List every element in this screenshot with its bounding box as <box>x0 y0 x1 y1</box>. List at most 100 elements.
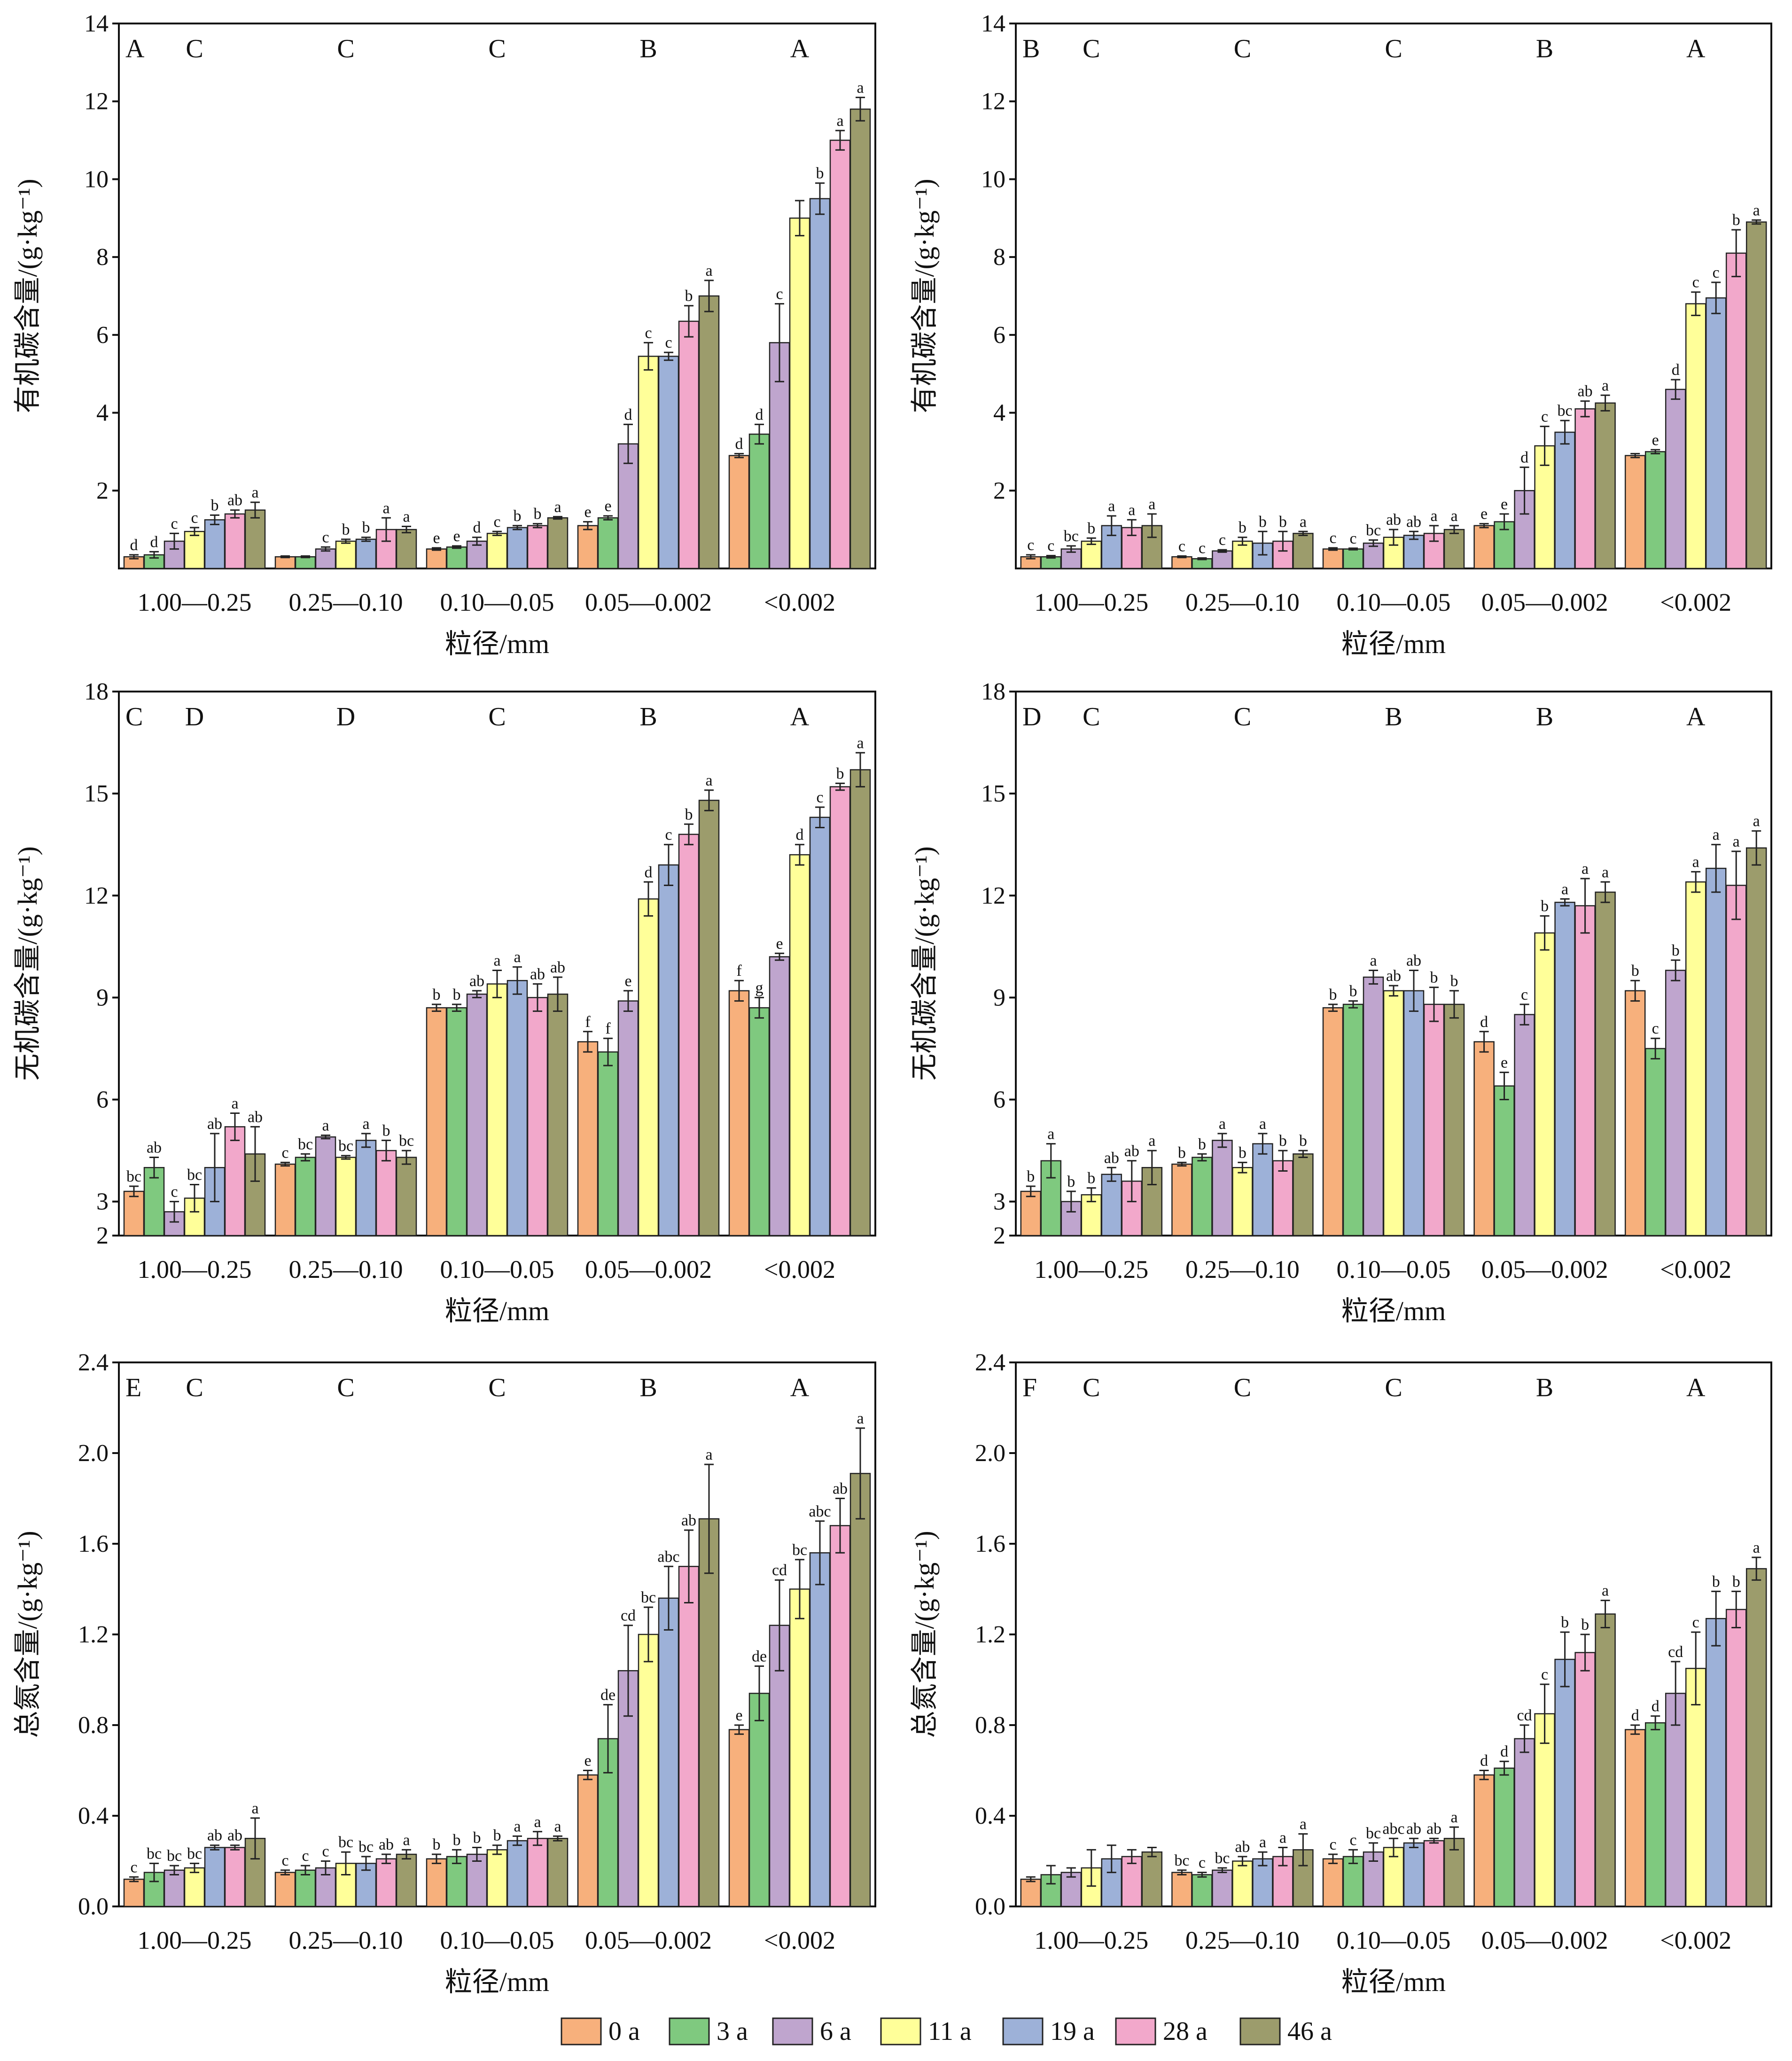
significance-label: c <box>665 826 672 844</box>
bar-28a-3 <box>1574 905 1596 1237</box>
x-tick-label: <0.002 <box>1660 1926 1731 1954</box>
bar-46a-2 <box>1443 529 1465 569</box>
bar-0a-4 <box>1624 1729 1646 1907</box>
significance-label: b <box>685 806 693 823</box>
significance-label: a <box>1108 498 1115 515</box>
y-axis-label: 总氮含量/(g·kg⁻¹) <box>909 1531 940 1738</box>
x-tick-label: 0.10—0.05 <box>1337 1926 1451 1954</box>
y-axis-label: 总氮含量/(g·kg⁻¹) <box>12 1531 43 1738</box>
legend-swatch-0a <box>561 2017 602 2045</box>
significance-label: ab <box>1406 513 1421 530</box>
significance-label: f <box>736 962 742 980</box>
bar-28a-0 <box>224 513 246 569</box>
significance-label: b <box>1561 1614 1569 1631</box>
significance-label: a <box>1692 854 1699 871</box>
x-tick-label: <0.002 <box>764 1926 835 1954</box>
significance-label: d <box>150 533 158 551</box>
significance-label: a <box>1753 1539 1760 1556</box>
bar-19a-3 <box>658 864 679 1237</box>
significance-label: c <box>645 324 652 342</box>
significance-label: bc <box>641 1589 656 1606</box>
significance-label: ab <box>1386 967 1401 985</box>
significance-label: cd <box>772 1562 787 1579</box>
legend-swatch-3a <box>669 2017 710 2045</box>
bar-3a-3 <box>1494 1767 1515 1907</box>
bar-3a-1 <box>1192 1157 1213 1237</box>
x-tick-label: 0.05—0.002 <box>585 588 712 616</box>
x-tick-label: 0.25—0.10 <box>1185 1926 1300 1954</box>
significance-label: b <box>836 765 844 782</box>
significance-label: b <box>1712 1573 1720 1590</box>
significance-label: c <box>665 334 672 351</box>
significance-label: ab <box>227 1827 242 1844</box>
significance-label: bc <box>1366 1825 1381 1842</box>
significance-label: b <box>1732 1573 1740 1590</box>
bar-46a-4 <box>849 109 871 569</box>
significance-label: bc <box>187 1845 202 1862</box>
bar-6a-0 <box>164 1869 185 1907</box>
bar-6a-2 <box>466 1853 488 1907</box>
bar-19a-2 <box>1403 1842 1425 1907</box>
bar-0a-3 <box>577 525 599 569</box>
significance-label: d <box>645 863 653 881</box>
y-tick-label: 12 <box>981 882 1005 909</box>
legend-label: 3 a <box>717 2017 748 2046</box>
significance-label: b <box>1349 983 1357 1000</box>
significance-label: c <box>1521 986 1528 1003</box>
y-tick-label: 6 <box>993 322 1005 349</box>
bar-46a-0 <box>244 509 266 569</box>
legend-swatch-11a <box>880 2017 921 2045</box>
bar-6a-4 <box>769 956 790 1237</box>
y-tick-label: 2.0 <box>975 1440 1005 1467</box>
bar-19a-1 <box>1252 1143 1273 1237</box>
group-letter: C <box>1234 1373 1251 1402</box>
significance-label: a <box>1753 813 1760 830</box>
significance-label: b <box>342 521 350 538</box>
group-letter: B <box>1385 702 1402 731</box>
bar-3a-4 <box>748 1693 770 1907</box>
bar-6a-1 <box>1212 1869 1233 1907</box>
significance-label: ab <box>1104 1149 1119 1167</box>
significance-label: c <box>1329 1836 1336 1853</box>
group-letter: C <box>1234 702 1251 731</box>
x-tick-label: 1.00—0.25 <box>1034 588 1148 616</box>
y-tick-label: 2 <box>96 1222 109 1249</box>
bar-3a-4 <box>1644 1048 1666 1237</box>
significance-label: abc <box>657 1548 679 1565</box>
significance-label: ab <box>681 1512 696 1529</box>
significance-label: a <box>857 79 864 96</box>
significance-label: a <box>1753 202 1760 219</box>
significance-label: a <box>534 1813 541 1831</box>
group-letter: C <box>1083 34 1100 63</box>
y-tick-label: 2 <box>96 477 109 504</box>
significance-label: c <box>1541 408 1548 426</box>
significance-label: a <box>231 1095 238 1112</box>
significance-label: a <box>1300 513 1307 530</box>
significance-label: c <box>322 1843 329 1860</box>
legend-label: 46 a <box>1287 2017 1332 2046</box>
bar-19a-2 <box>1403 990 1425 1237</box>
y-tick-label: 4 <box>96 400 109 427</box>
group-letter: A <box>790 702 810 731</box>
significance-label: a <box>1561 880 1568 898</box>
bar-19a-1 <box>1252 1858 1273 1907</box>
x-axis-label: 粒径/mm <box>1341 1296 1446 1326</box>
bar-46a-3 <box>1595 1613 1616 1907</box>
panel-letter: C <box>125 702 143 731</box>
bar-6a-4 <box>1665 970 1686 1237</box>
significance-label: bc <box>1215 1850 1230 1867</box>
x-tick-label: 0.25—0.10 <box>1185 1255 1300 1283</box>
legend-label: 6 a <box>820 2017 851 2046</box>
significance-label: bc <box>358 1838 374 1856</box>
y-axis-label: 无机碳含量/(g·kg⁻¹) <box>909 846 940 1081</box>
bar-0a-1 <box>1171 556 1192 569</box>
bar-3a-2 <box>1342 548 1364 569</box>
significance-label: c <box>1178 537 1185 555</box>
significance-label: c <box>1692 1614 1699 1631</box>
bar-28a-4 <box>829 140 851 569</box>
y-tick-label: 18 <box>84 678 109 705</box>
bar-28a-4 <box>1725 1609 1747 1907</box>
bar-3a-2 <box>446 546 467 569</box>
